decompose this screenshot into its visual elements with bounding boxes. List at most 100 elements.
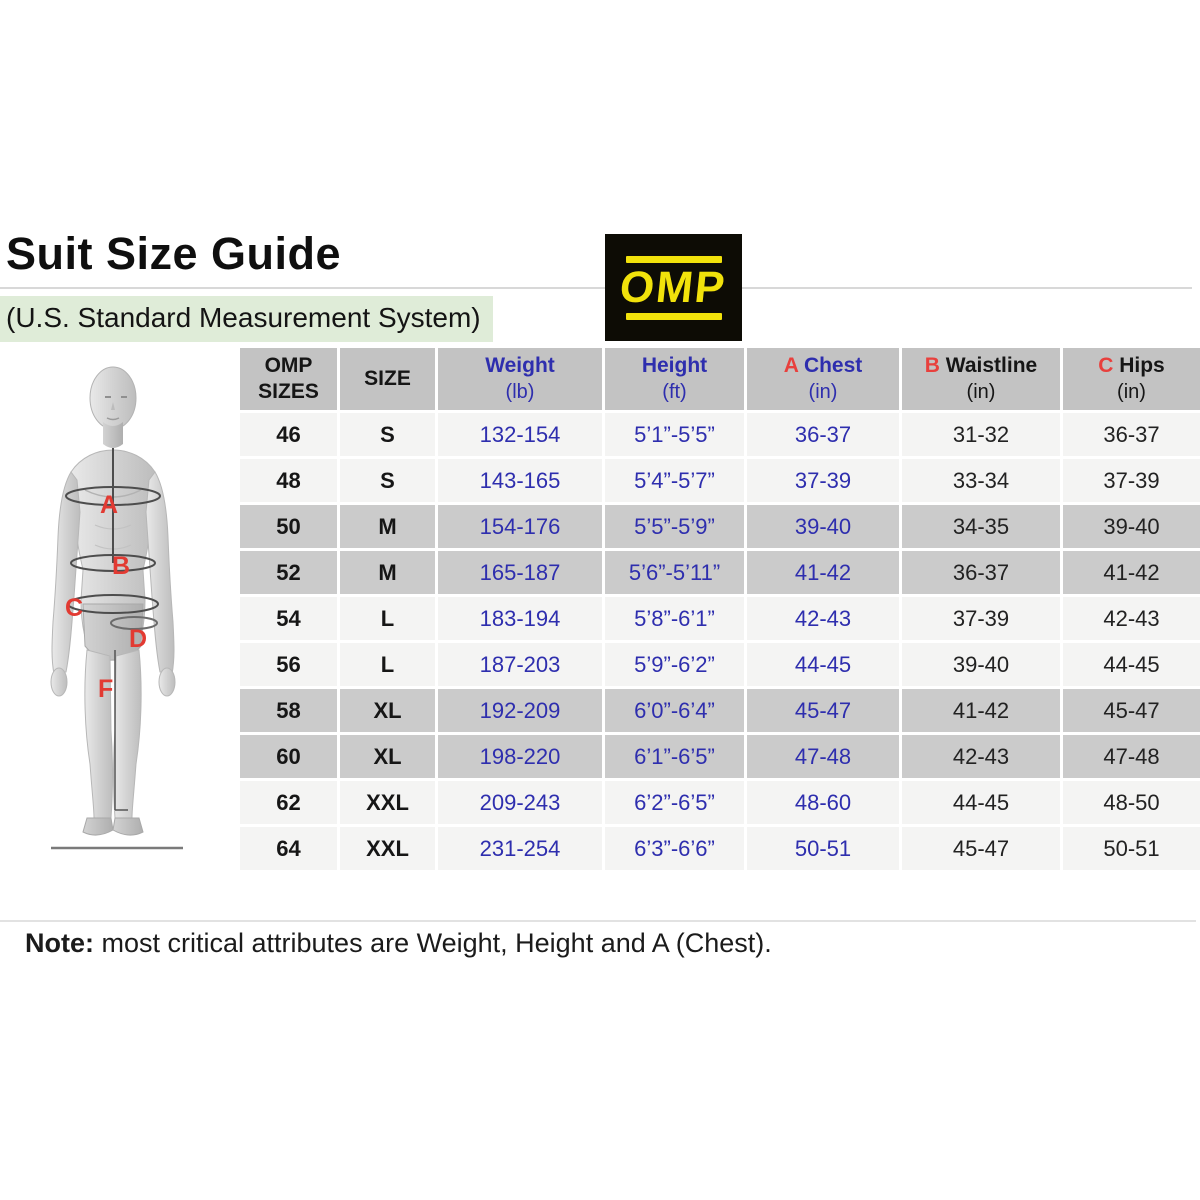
- table-cell: 6’0”-6’4”: [605, 689, 744, 732]
- table-cell: 42-43: [747, 597, 899, 640]
- table-cell: 36-37: [1063, 413, 1200, 456]
- table-cell: 45-47: [902, 827, 1060, 870]
- table-cell: 36-37: [747, 413, 899, 456]
- column-header-weight: Weight (lb): [438, 348, 602, 410]
- table-cell: 41-42: [747, 551, 899, 594]
- subtitle: (U.S. Standard Measurement System): [0, 296, 493, 342]
- figure-letter-c: C: [65, 594, 83, 622]
- table-cell: 46: [240, 413, 337, 456]
- table-cell: 36-37: [902, 551, 1060, 594]
- mannequin-icon: A B C DF: [50, 366, 183, 850]
- table-cell: 5’8”-6’1”: [605, 597, 744, 640]
- table-cell: XXL: [340, 827, 435, 870]
- table-cell: XL: [340, 689, 435, 732]
- table-cell: 5’6”-5’11”: [605, 551, 744, 594]
- table-cell: 132-154: [438, 413, 602, 456]
- measure-letter: C: [1098, 354, 1120, 378]
- measure-letter: A: [783, 354, 804, 378]
- table-cell: 42-43: [902, 735, 1060, 778]
- table-cell: 6’2”-6’5”: [605, 781, 744, 824]
- table-cell: 64: [240, 827, 337, 870]
- table-cell: 39-40: [1063, 505, 1200, 548]
- table-cell: 192-209: [438, 689, 602, 732]
- table-cell: 52: [240, 551, 337, 594]
- note-divider: [0, 920, 1196, 922]
- figure-letter-a: A: [100, 491, 118, 519]
- table-cell: 39-40: [902, 643, 1060, 686]
- table-cell: 165-187: [438, 551, 602, 594]
- figure-letter-d: D: [129, 625, 147, 653]
- table-cell: 5’1”-5’5”: [605, 413, 744, 456]
- table-cell: 187-203: [438, 643, 602, 686]
- column-header-size: SIZE: [340, 348, 435, 410]
- title-divider: [0, 287, 1192, 289]
- table-cell: 6’1”-6’5”: [605, 735, 744, 778]
- table-cell: 231-254: [438, 827, 602, 870]
- table-cell: 41-42: [902, 689, 1060, 732]
- table-cell: 48-50: [1063, 781, 1200, 824]
- table-cell: 54: [240, 597, 337, 640]
- table-cell: 45-47: [747, 689, 899, 732]
- figure-letter-f: F: [98, 675, 113, 703]
- table-cell: XL: [340, 735, 435, 778]
- table-cell: 5’5”-5’9”: [605, 505, 744, 548]
- table-cell: 37-39: [747, 459, 899, 502]
- table-cell: 39-40: [747, 505, 899, 548]
- size-table: OMP SIZES SIZE Weight (lb) Height (ft) A Chest(…: [240, 348, 1200, 870]
- table-cell: M: [340, 505, 435, 548]
- table-cell: 45-47: [1063, 689, 1200, 732]
- logo-bottom-bar-icon: [625, 312, 722, 320]
- table-cell: 50-51: [1063, 827, 1200, 870]
- table-cell: 48-60: [747, 781, 899, 824]
- table-cell: XXL: [340, 781, 435, 824]
- table-cell: 209-243: [438, 781, 602, 824]
- table-cell: 37-39: [902, 597, 1060, 640]
- note-label: Note:: [25, 928, 94, 958]
- table-cell: 5’9”-6’2”: [605, 643, 744, 686]
- table-cell: 50: [240, 505, 337, 548]
- figure-letter-b: B: [112, 552, 130, 580]
- column-header-height: Height (ft): [605, 348, 744, 410]
- table-cell: 41-42: [1063, 551, 1200, 594]
- table-cell: 62: [240, 781, 337, 824]
- table-cell: 44-45: [747, 643, 899, 686]
- table-cell: M: [340, 551, 435, 594]
- table-cell: 33-34: [902, 459, 1060, 502]
- omp-logo: OMP: [605, 234, 742, 341]
- table-cell: 183-194: [438, 597, 602, 640]
- table-cell: L: [340, 597, 435, 640]
- table-cell: 58: [240, 689, 337, 732]
- logo-top-bar-icon: [625, 255, 722, 263]
- column-header-waistline: B Waistline (in): [902, 348, 1060, 410]
- table-cell: 37-39: [1063, 459, 1200, 502]
- table-cell: 48: [240, 459, 337, 502]
- table-cell: 34-35: [902, 505, 1060, 548]
- measurement-letters: A B C DF: [65, 491, 147, 703]
- table-cell: 5’4”-5’7”: [605, 459, 744, 502]
- table-cell: 42-43: [1063, 597, 1200, 640]
- column-header-chest: A Chest (in): [747, 348, 899, 410]
- table-cell: 31-32: [902, 413, 1060, 456]
- measure-letter: B: [924, 354, 946, 378]
- page-title: Suit Size Guide: [6, 228, 342, 279]
- note-text: Note: most critical attributes are Weigh…: [25, 928, 772, 958]
- column-header-hips: C Hips (in): [1063, 348, 1200, 410]
- logo-text: OMP: [617, 262, 730, 312]
- table-cell: 60: [240, 735, 337, 778]
- table-cell: S: [340, 413, 435, 456]
- table-cell: S: [340, 459, 435, 502]
- table-cell: 47-48: [747, 735, 899, 778]
- table-cell: 154-176: [438, 505, 602, 548]
- table-cell: 143-165: [438, 459, 602, 502]
- table-cell: L: [340, 643, 435, 686]
- table-cell: 47-48: [1063, 735, 1200, 778]
- table-cell: 198-220: [438, 735, 602, 778]
- column-header-omp: OMP SIZES: [240, 348, 337, 410]
- table-cell: 44-45: [1063, 643, 1200, 686]
- table-cell: 50-51: [747, 827, 899, 870]
- table-cell: 6’3”-6’6”: [605, 827, 744, 870]
- table-cell: 56: [240, 643, 337, 686]
- table-cell: 44-45: [902, 781, 1060, 824]
